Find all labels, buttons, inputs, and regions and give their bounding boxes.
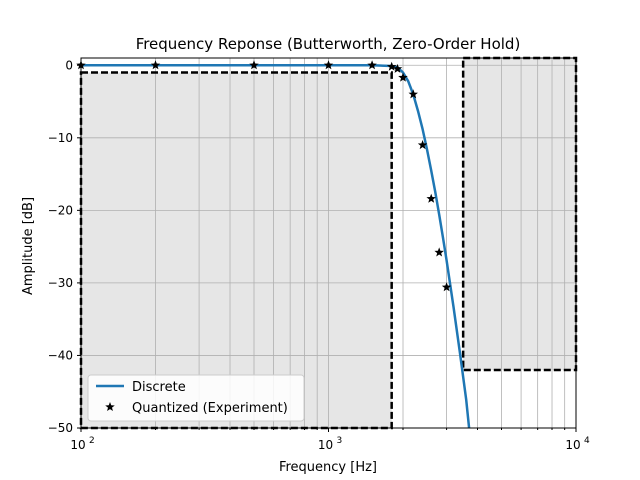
y-tick-label: −20 — [48, 203, 73, 217]
series-point-quantized — [398, 72, 408, 82]
x-tick-exponent: 3 — [337, 436, 343, 446]
legend-box — [87, 374, 305, 422]
x-tick-label: 10 — [70, 438, 85, 452]
series-line-discrete — [81, 64, 471, 429]
series-point-quantized — [441, 282, 452, 292]
y-axis-label: Amplitude [dB] — [21, 197, 36, 295]
x-tick-label: 10 — [318, 438, 333, 452]
series-point-quantized — [249, 60, 259, 70]
x-tick-exponent: 2 — [89, 436, 95, 446]
axis-ticks: 0 −10 −20 −30 −40 −50 10 2 10 3 10 4 — [48, 58, 590, 452]
series-point-quantized — [392, 63, 403, 73]
region-stopband — [463, 58, 576, 370]
y-tick-label: −30 — [48, 276, 73, 290]
legend-label-discrete: Discrete — [132, 380, 186, 395]
chart-title: Frequency Reponse (Butterworth, Zero-Ord… — [136, 35, 521, 53]
legend-label-quantized: Quantized (Experiment) — [132, 401, 288, 416]
y-tick-label: 0 — [65, 58, 73, 72]
y-tick-label: −40 — [48, 348, 73, 362]
series-point-quantized — [386, 61, 397, 71]
x-axis-label: Frequency [Hz] — [279, 460, 377, 475]
series-point-quantized — [434, 247, 444, 257]
y-tick-label: −10 — [48, 131, 73, 145]
grid-lines — [79, 56, 578, 430]
series-point-quantized — [323, 60, 334, 70]
y-tick-label: −50 — [48, 421, 73, 435]
series-point-quantized — [426, 193, 436, 203]
region-passband — [81, 72, 392, 429]
series-point-quantized — [408, 89, 418, 99]
spec-regions — [81, 58, 576, 429]
series-point-quantized — [150, 60, 161, 70]
x-tick-exponent: 4 — [584, 436, 590, 446]
legend-star-swatch — [105, 402, 115, 412]
series-point-quantized — [367, 60, 377, 70]
legend: Discrete Quantized (Experiment) — [87, 374, 305, 422]
x-tick-label: 10 — [565, 438, 580, 452]
series-point-quantized — [417, 140, 428, 150]
